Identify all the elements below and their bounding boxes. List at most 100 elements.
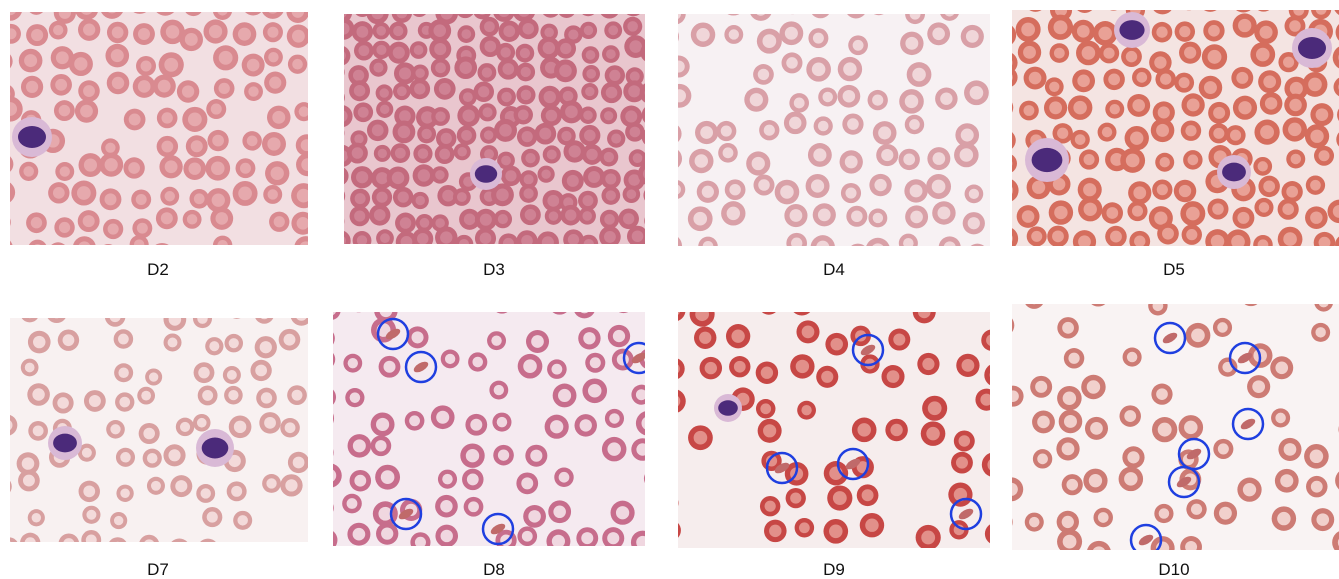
red-cell-center — [829, 525, 843, 539]
figure: D2 D3 D4 D5 D7 D8 D9 D10 — [0, 0, 1339, 579]
red-cell-center — [25, 308, 35, 318]
red-cell-center — [398, 191, 409, 202]
red-cell-center — [627, 0, 639, 11]
red-cell-center — [669, 8, 681, 20]
red-cell-center — [786, 57, 798, 69]
red-cell-center — [758, 179, 770, 191]
red-cell-center — [89, 395, 101, 407]
red-cell-center — [77, 186, 91, 200]
red-cell-center — [1092, 290, 1104, 302]
red-cell-center — [905, 37, 918, 50]
red-cell — [294, 236, 317, 259]
red-cell-center — [112, 77, 124, 89]
red-cell-center — [83, 485, 95, 497]
red-cell-center — [582, 195, 593, 206]
red-cell-center — [922, 358, 934, 370]
red-cell-center — [670, 184, 681, 195]
red-cell-center — [31, 217, 42, 228]
red-cell-center — [356, 26, 368, 38]
red-cell-center — [998, 28, 1011, 41]
red-cell — [213, 1, 232, 20]
red-cell-center — [1310, 180, 1321, 191]
red-cell — [721, 0, 745, 16]
red-cell — [260, 542, 277, 559]
red-cell-center — [581, 532, 593, 544]
red-cell-center — [695, 154, 708, 167]
red-cell — [254, 304, 274, 324]
red-cell-center — [1237, 212, 1249, 224]
red-cell-center — [1286, 186, 1298, 198]
red-cell — [997, 153, 1017, 173]
red-cell — [913, 300, 936, 323]
red-cell-center — [1055, 4, 1067, 16]
red-cell-center — [852, 248, 864, 260]
red-cell — [321, 300, 341, 320]
red-cell — [622, 0, 644, 16]
red-cell-center — [376, 192, 387, 203]
red-cell-center — [1063, 391, 1076, 404]
red-cell-center — [1289, 99, 1301, 111]
red-cell-center — [1280, 474, 1293, 487]
red-cell-center — [1062, 322, 1074, 334]
red-cell-center — [606, 87, 618, 99]
red-cell-center — [1108, 0, 1119, 6]
red-cell — [659, 123, 681, 145]
red-cell-center — [1098, 27, 1112, 41]
red-cell-center — [247, 59, 260, 72]
red-cell-center — [847, 118, 859, 130]
red-cell-center — [660, 30, 673, 43]
red-cell-center — [523, 188, 533, 198]
red-cell-center — [606, 49, 616, 59]
red-cell-center — [928, 401, 942, 415]
red-cell — [573, 296, 595, 318]
red-cell-center — [588, 171, 600, 183]
red-cell-center — [1179, 26, 1190, 37]
red-cell-center — [1110, 231, 1122, 243]
red-cell-center — [63, 538, 74, 549]
red-cell-center — [604, 152, 614, 162]
red-cell-center — [604, 111, 613, 120]
red-cell — [140, 295, 163, 318]
red-cell-center — [197, 313, 207, 323]
red-cell-center — [791, 238, 802, 249]
red-cell-center — [83, 215, 95, 227]
red-cell-center — [541, 169, 550, 178]
red-cell-center — [158, 80, 171, 93]
red-cell — [315, 529, 337, 551]
red-cell — [455, 235, 474, 254]
red-cell-center — [1310, 450, 1324, 464]
red-cell-center — [604, 214, 615, 225]
red-cell-center — [1077, 75, 1090, 88]
red-cell-center — [623, 213, 634, 224]
red-cell-center — [112, 542, 123, 553]
red-cell-center — [169, 313, 181, 325]
red-cell-center — [1316, 108, 1329, 121]
red-cell-center — [921, 531, 935, 545]
red-cell-center — [151, 481, 161, 491]
red-cell-center — [420, 218, 430, 228]
red-cell — [314, 386, 336, 408]
red-cell-center — [376, 418, 389, 431]
panel-label: D9 — [823, 560, 845, 579]
red-cell-center — [644, 353, 656, 365]
red-cell-center — [1158, 106, 1170, 118]
white-cell-nucleus — [18, 126, 46, 148]
red-cell-center — [786, 0, 798, 9]
red-cell-center — [1179, 185, 1191, 197]
red-cell-center — [293, 457, 305, 469]
red-cell-center — [693, 212, 707, 226]
red-cell — [326, 63, 345, 82]
red-cell-center — [1238, 19, 1251, 32]
red-cell-center — [769, 525, 781, 537]
red-cell-center — [1108, 73, 1120, 85]
red-cell-center — [1185, 125, 1196, 136]
red-cell-center — [912, 68, 926, 82]
red-cell-center — [1124, 472, 1137, 485]
red-cell-center — [903, 238, 913, 248]
red-cell-center — [1103, 48, 1114, 59]
red-cell-center — [0, 242, 8, 255]
red-cell-center — [651, 21, 663, 33]
red-cell-center — [316, 412, 329, 425]
red-cell-center — [498, 214, 508, 224]
red-cell-center — [543, 42, 555, 54]
